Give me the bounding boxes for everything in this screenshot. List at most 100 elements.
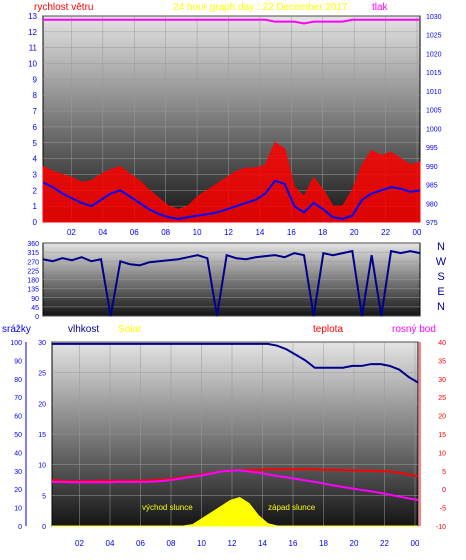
bottom-x-tick-label: 00	[411, 539, 420, 548]
temperature-tick-label: 35	[438, 358, 446, 365]
pressure-tick-label: 990	[426, 164, 438, 171]
top-x-tick-label: 12	[224, 228, 233, 237]
pressure-tick-label: 1025	[426, 33, 442, 40]
top-x-tick-label: 08	[161, 228, 170, 237]
wind-speed-tick-label: 2	[33, 186, 38, 195]
rain-tick-label: 100	[10, 340, 22, 347]
wind-speed-tick-label: 0	[33, 218, 38, 227]
rain-tick-label: 40	[14, 450, 22, 457]
top-x-tick-label: 04	[98, 228, 107, 237]
humidity-tick-label: 30	[38, 340, 46, 347]
wind-speed-line	[42, 179, 421, 220]
compass-label-s: S	[437, 271, 444, 283]
wind-speed-tick-label: 13	[28, 12, 37, 21]
rain-tick-label: 50	[14, 432, 22, 439]
wind-speed-tick-label: 5	[33, 139, 38, 148]
rain-tick-label: 80	[14, 377, 22, 384]
wind-speed-tick-label: 1	[33, 202, 38, 211]
humidity-tick-label: 25	[38, 371, 46, 378]
direction-tick-label: 360	[27, 241, 39, 248]
temperature-tick-label: 5	[442, 469, 446, 476]
top-x-tick-label: 16	[287, 228, 296, 237]
direction-tick-label: 45	[31, 305, 39, 312]
direction-tick-label: 135	[27, 287, 39, 294]
graph-date-title: 24 hour graph day : 22 December 2017	[173, 2, 348, 13]
pressure-title: tlak	[372, 2, 389, 13]
wind-speed-tick-label: 8	[33, 91, 38, 100]
compass-label-e: E	[437, 286, 444, 298]
rain-label: srážky	[2, 324, 31, 335]
compass-label-w: W	[436, 256, 447, 268]
pressure-tick-label: 1005	[426, 108, 442, 115]
bottom-panel: 0102030405060708090100051015202530-10-50…	[2, 324, 446, 548]
wind-speed-tick-label: 4	[33, 155, 38, 164]
compass-label-n: N	[437, 241, 445, 253]
compass-label-n: N	[437, 301, 445, 313]
top-panel: 0123456789101112139759809859909951000100…	[28, 2, 442, 237]
wind-speed-title: rychlost větru	[34, 2, 93, 13]
temperature-tick-label: -5	[440, 506, 446, 513]
rain-tick-label: 10	[14, 506, 22, 513]
bottom-x-tick-label: 10	[197, 539, 206, 548]
rain-tick-label: 90	[14, 358, 22, 365]
humidity-tick-label: 0	[42, 524, 46, 531]
direction-tick-label: 315	[27, 250, 39, 257]
pressure-tick-label: 1030	[426, 14, 442, 21]
bottom-x-tick-label: 18	[319, 539, 328, 548]
wind-speed-tick-label: 9	[33, 75, 38, 84]
humidity-tick-label: 20	[38, 401, 46, 408]
temperature-tick-label: -10	[436, 524, 446, 531]
temperature-tick-label: 20	[438, 414, 446, 421]
top-x-tick-label: 06	[130, 228, 139, 237]
top-x-tick-label: 22	[381, 228, 390, 237]
pressure-tick-label: 980	[426, 201, 438, 208]
temperature-tick-label: 15	[438, 432, 446, 439]
pressure-tick-label: 995	[426, 145, 438, 152]
temperature-label: teplota	[313, 324, 343, 335]
solar-label: Solar	[118, 324, 142, 335]
wind-speed-tick-label: 12	[28, 28, 37, 37]
temperature-tick-label: 40	[438, 340, 446, 347]
rain-tick-label: 70	[14, 395, 22, 402]
pressure-tick-label: 1015	[426, 70, 442, 77]
pressure-tick-label: 1020	[426, 51, 442, 58]
humidity-tick-label: 5	[42, 493, 46, 500]
direction-tick-label: 270	[27, 259, 39, 266]
wind-speed-tick-label: 7	[33, 107, 38, 116]
temperature-tick-label: 10	[438, 450, 446, 457]
bottom-x-tick-label: 14	[258, 539, 267, 548]
top-x-tick-label: 20	[350, 228, 359, 237]
top-x-tick-label: 14	[255, 228, 264, 237]
wind-speed-tick-label: 3	[33, 170, 38, 179]
rain-tick-label: 60	[14, 414, 22, 421]
bottom-x-tick-label: 06	[136, 539, 145, 548]
solar-area	[52, 496, 418, 527]
direction-tick-label: 180	[27, 278, 39, 285]
bottom-x-tick-label: 16	[289, 539, 298, 548]
top-x-tick-label: 18	[318, 228, 327, 237]
pressure-tick-label: 985	[426, 183, 438, 190]
rain-tick-label: 30	[14, 469, 22, 476]
pressure-line	[43, 18, 420, 25]
dewpoint-line	[52, 469, 419, 501]
temperature-tick-label: 0	[442, 487, 446, 494]
sunset-label: západ slunce	[268, 503, 316, 512]
direction-tick-label: 225	[27, 268, 39, 275]
bottom-x-tick-label: 20	[350, 539, 359, 548]
sunrise-label: východ slunce	[142, 503, 193, 512]
wind-speed-tick-label: 6	[33, 123, 38, 132]
temperature-tick-label: 25	[438, 395, 446, 402]
humidity-label: vlhkost	[68, 324, 99, 335]
bottom-x-tick-label: 04	[106, 539, 115, 548]
temperature-tick-label: 30	[438, 377, 446, 384]
pressure-tick-label: 1000	[426, 126, 442, 133]
rain-tick-label: 0	[18, 524, 22, 531]
wind-speed-tick-label: 10	[28, 60, 37, 69]
rain-tick-label: 20	[14, 487, 22, 494]
bottom-x-tick-label: 02	[75, 539, 84, 548]
bottom-x-tick-label: 08	[167, 539, 176, 548]
bottom-x-tick-label: 12	[228, 539, 237, 548]
